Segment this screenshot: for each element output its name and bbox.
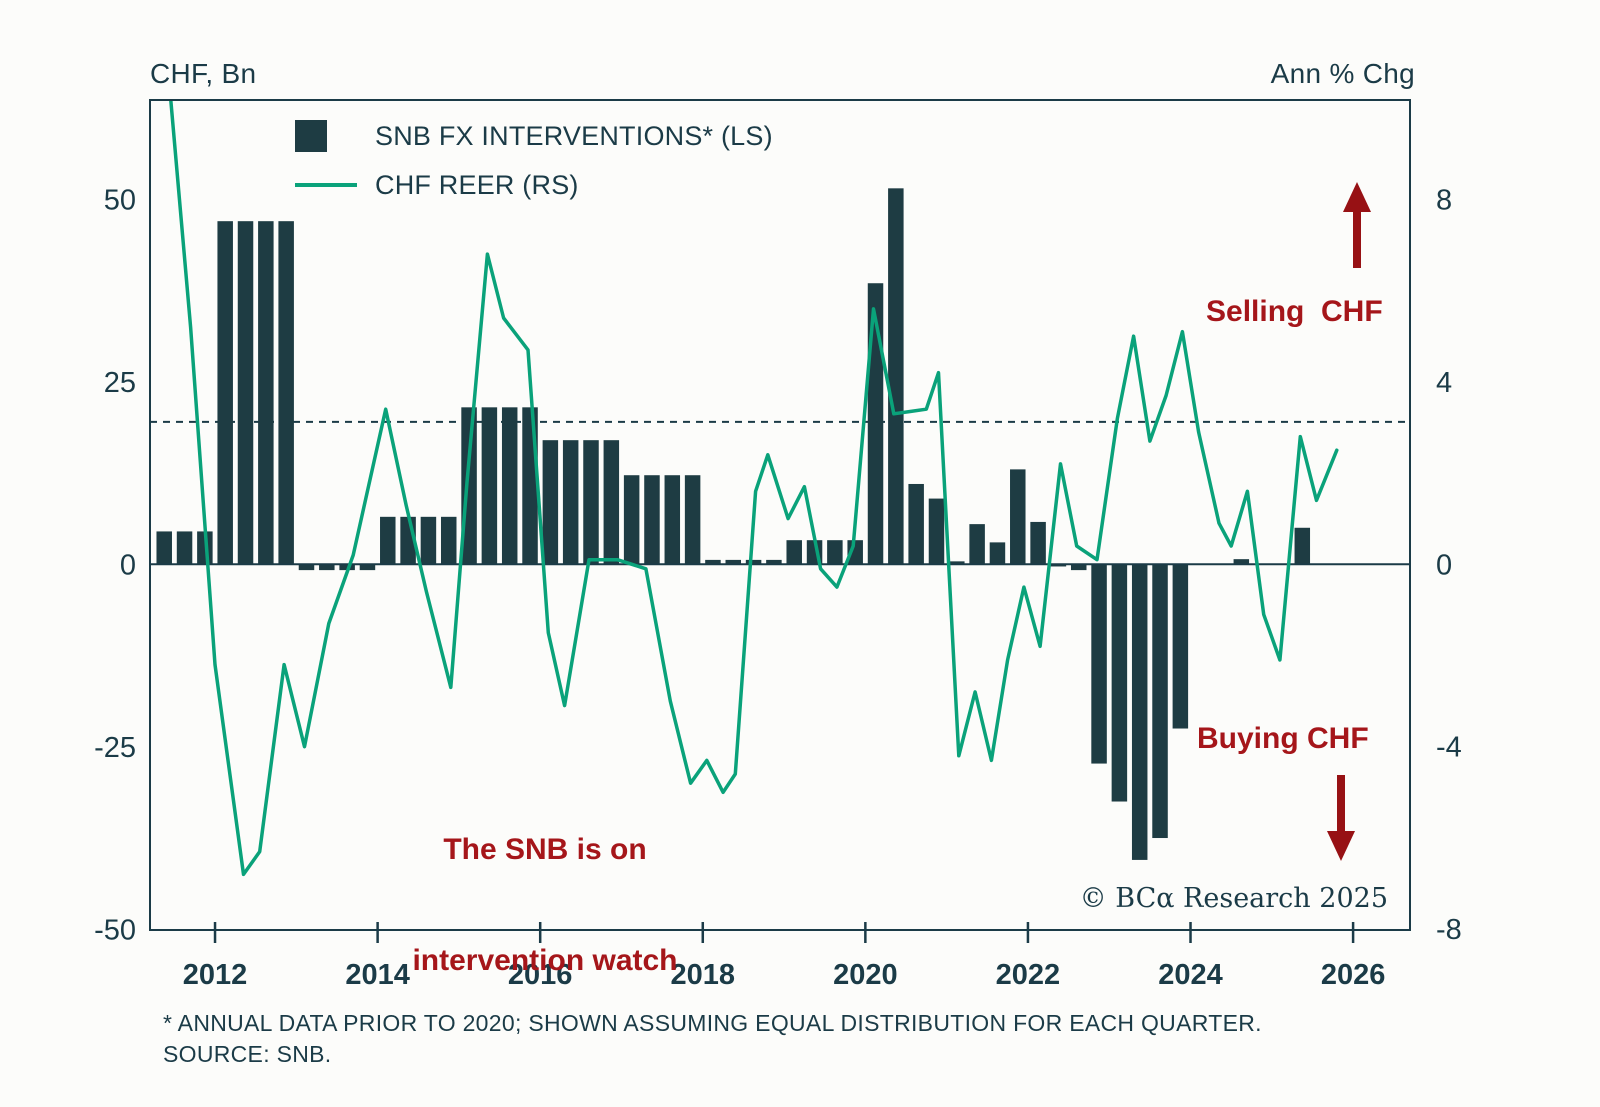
y-tick-label-right: -4	[1436, 732, 1462, 764]
y-tick-label-left: -50	[94, 914, 136, 946]
y-tick-label-left: 50	[104, 184, 136, 216]
y-tick-label-left: -25	[94, 732, 136, 764]
copyright: © BCα Research 2025	[1079, 883, 1388, 914]
x-tick-label: 2026	[1321, 959, 1386, 991]
legend-item-reer: CHF REER (RS)	[295, 168, 773, 202]
intervention-bar	[176, 531, 193, 565]
intervention-bar	[888, 188, 904, 565]
intervention-bar	[1050, 564, 1067, 567]
x-tick-label: 2016	[508, 959, 573, 991]
intervention-bar	[319, 564, 335, 571]
intervention-bar	[989, 542, 1006, 565]
y-tick-label-left: 0	[120, 549, 136, 581]
intervention-bar	[562, 440, 579, 565]
footnote: * ANNUAL DATA PRIOR TO 2020; SHOWN ASSUM…	[163, 1008, 1262, 1070]
y-tick-label-right: 4	[1436, 367, 1452, 399]
reer-line	[169, 100, 1339, 877]
intervention-bar	[298, 564, 315, 571]
y-tick-label-right: 8	[1436, 184, 1452, 216]
x-tick-label: 2018	[671, 959, 736, 991]
buying-chf-arrow-icon	[1327, 775, 1355, 861]
intervention-bar	[237, 221, 254, 565]
intervention-bar	[217, 221, 233, 565]
plot-frame	[149, 99, 1411, 931]
intervention-bar	[1010, 469, 1026, 565]
selling-chf-label: Selling CHF	[1206, 295, 1383, 328]
intervention-bar	[1172, 564, 1189, 729]
legend: SNB FX INTERVENTIONS* (LS) CHF REER (RS)	[295, 119, 773, 217]
line-series-swatch	[295, 183, 357, 187]
intervention-bar	[1070, 564, 1087, 571]
intervention-bar	[1030, 521, 1046, 565]
bar-series-swatch	[295, 120, 327, 152]
x-tick-label: 2014	[345, 959, 410, 991]
intervention-bar	[827, 540, 843, 565]
intervention-bar	[1294, 527, 1311, 565]
intervention-bar	[278, 221, 294, 565]
intervention-bar	[1091, 564, 1107, 764]
intervention-bar	[156, 531, 172, 565]
intervention-bar	[603, 440, 620, 565]
intervention-bar	[766, 559, 782, 565]
intervention-bar	[786, 540, 802, 565]
legend-item-interventions: SNB FX INTERVENTIONS* (LS)	[295, 119, 773, 153]
intervention-bar	[380, 516, 396, 565]
intervention-bar	[969, 524, 985, 565]
buying-chf-label: Buying CHF	[1197, 722, 1369, 755]
x-tick-label: 2022	[996, 959, 1061, 991]
intervention-bar	[664, 475, 681, 565]
intervention-bar	[359, 564, 376, 571]
intervention-bar	[705, 559, 721, 565]
intervention-bar	[440, 516, 457, 565]
x-tick-label: 2012	[183, 959, 248, 991]
intervention-bar	[481, 407, 498, 565]
intervention-bar	[1111, 564, 1128, 802]
intervention-bar	[644, 475, 660, 565]
y-tick-label-right: 0	[1436, 549, 1452, 581]
footnote-line1: * ANNUAL DATA PRIOR TO 2020; SHOWN ASSUM…	[163, 1010, 1262, 1036]
legend-bar-label: SNB FX INTERVENTIONS* (LS)	[375, 120, 773, 151]
footnote-line2: SOURCE: SNB.	[163, 1041, 332, 1067]
intervention-bar	[949, 561, 965, 565]
intervention-bar	[623, 475, 640, 565]
intervention-bar	[867, 283, 884, 565]
x-tick-label: 2020	[833, 959, 898, 991]
intervention-bar	[1131, 564, 1148, 860]
intervention-bar	[583, 440, 599, 565]
intervention-watch-note: The SNB is on intervention watch	[390, 757, 700, 1053]
x-tick-label: 2024	[1158, 959, 1223, 991]
intervention-bar	[501, 407, 518, 565]
y-tick-label-right: -8	[1436, 914, 1462, 946]
intervention-watch-line2: intervention watch	[412, 944, 678, 977]
intervention-bar	[542, 440, 559, 565]
intervention-bar	[1233, 559, 1250, 565]
intervention-bar	[684, 475, 701, 565]
intervention-bar	[420, 516, 437, 565]
legend-line-label: CHF REER (RS)	[375, 169, 579, 200]
y-tick-label-left: 25	[104, 367, 136, 399]
intervention-bar	[908, 483, 924, 565]
right-axis-title: Ann % Chg	[1270, 58, 1415, 89]
intervention-bar	[725, 559, 742, 565]
intervention-watch-line1: The SNB is on	[443, 833, 647, 866]
intervention-bar	[1152, 564, 1168, 839]
intervention-bar	[745, 559, 762, 565]
intervention-bar	[928, 498, 945, 565]
left-axis-title: CHF, Bn	[150, 58, 257, 89]
intervention-bar	[258, 221, 274, 565]
selling-chf-arrow-icon	[1343, 182, 1371, 268]
